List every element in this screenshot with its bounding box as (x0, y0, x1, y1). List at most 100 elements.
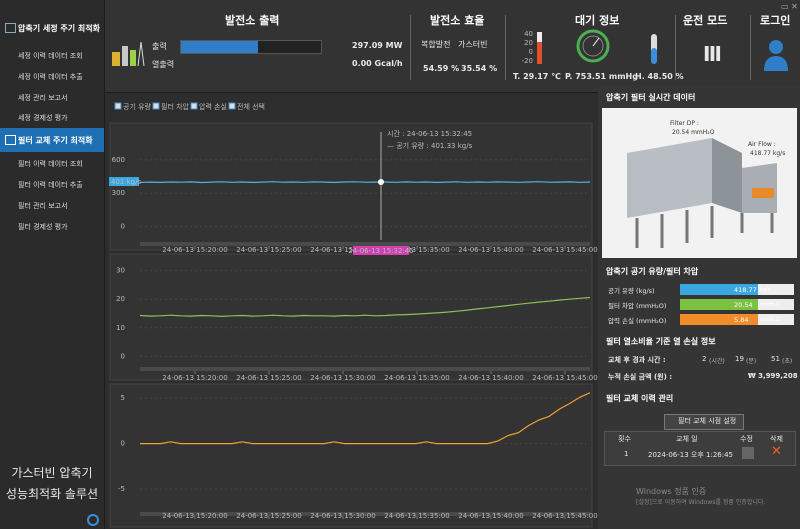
tick-label: 0 (529, 48, 533, 56)
button-label[interactable]: 필터 교체 시점 설정 (678, 417, 737, 425)
table-header: 삭제 (770, 435, 783, 443)
data-line (140, 392, 591, 445)
section-title[interactable]: 압축기 세정 주기 최적화 (18, 24, 100, 33)
x-tick-label: 24-06-13 15:20:00 (162, 374, 227, 382)
menu-item[interactable]: 세정 관리 보고서 (18, 94, 68, 102)
filter-house-image (602, 108, 797, 258)
menu-item[interactable]: 필터 경제성 평가 (18, 223, 68, 231)
panel-title: 발전소 효율 (430, 14, 485, 27)
value: 418.77 (734, 286, 757, 294)
section-title: 압축기 필터 실시간 데이터 (606, 93, 696, 102)
y-tick-label: 0 (121, 223, 125, 231)
value: 5.84 (734, 316, 749, 324)
watermark: Windows 정품 인증 (636, 487, 707, 496)
menu-item[interactable]: 세정 이력 데이터 추출 (18, 73, 83, 81)
value: 297.09 MW (352, 41, 403, 50)
sidebar: 압축기 세정 주기 최적화 세정 이력 데이터 조회 세정 이력 데이터 추출 … (0, 0, 105, 529)
y-tick-label: 0 (121, 440, 125, 448)
menu-item[interactable]: 세정 경제성 평가 (18, 114, 68, 122)
edit-icon[interactable] (742, 447, 754, 459)
checkbox[interactable] (152, 102, 160, 110)
thermometer: 40 20 0 -20 (522, 30, 542, 65)
section-title: 필터 교체 이력 관리 (606, 394, 674, 403)
data-line (139, 181, 591, 184)
section-title: 필터 열소비율 기준 열 손실 정보 (606, 337, 716, 346)
right-panel: 압축기 필터 실시간 데이터 Filter DP : 20.54 mmH₂O A… (598, 86, 800, 529)
value: 54.59 % (423, 64, 460, 73)
panel-title: 발전소 출력 (225, 14, 280, 27)
label: 공기 유량 (kg/s) (608, 287, 655, 295)
value: 35.54 % (461, 64, 498, 73)
menu-item[interactable]: 세정 이력 데이터 조회 (18, 52, 83, 60)
checkbox[interactable] (190, 102, 198, 110)
y-tick-label: 5 (121, 394, 125, 402)
checkbox-label[interactable]: 전체 선택 (237, 102, 265, 111)
y-tick-label: 10 (116, 324, 125, 332)
panel-title[interactable]: 로그인 (760, 14, 791, 27)
value-bar (680, 299, 794, 310)
label: 압력 손실 (mmH₂O) (608, 317, 667, 325)
value: T. 29.17 ℃ (513, 72, 561, 81)
delete-icon[interactable]: ✕ (771, 444, 782, 459)
x-tick-label: 24-06-13 15:20:00 (162, 512, 227, 520)
value-bar (680, 284, 794, 295)
checkbox-label[interactable]: 공기 유량 (123, 102, 152, 111)
unit: mmH₂O (760, 302, 780, 308)
x-tick-label: 24-06-13 15:30:00 (310, 246, 375, 254)
set-time-button[interactable] (664, 414, 744, 430)
x-tick-label: 24-06-13 15:30:00 (310, 374, 375, 382)
plant-icon (112, 41, 145, 67)
menu-item[interactable]: 필터 이력 데이터 추출 (18, 181, 83, 189)
menu-item[interactable]: 필터 관리 보고서 (18, 202, 68, 210)
label: 교체 후 경과 시간 : (608, 356, 666, 364)
table-header: 수정 (740, 435, 753, 443)
value: 20.54 (734, 301, 753, 309)
settings-icon[interactable] (87, 514, 99, 526)
footer-text: 가스터빈 압축기 (11, 466, 93, 480)
value: 418.77 kg/s (750, 150, 786, 157)
x-tick-label: 24-06-13 15:40:00 (458, 246, 523, 254)
panel-title: 대기 정보 (575, 14, 620, 27)
value: 20.54 mmH₂O (672, 129, 715, 136)
badge: 401 kg/s (111, 178, 141, 186)
unit: kg/s (760, 287, 771, 293)
monitor-icon (5, 23, 16, 33)
tick-label: 40 (524, 30, 533, 38)
top-bar: 발전소 출력 출력 297.09 MW 열출력 0.00 Gcal/h 발전소 … (105, 0, 800, 93)
scrollbar (140, 512, 590, 516)
user-icon[interactable] (762, 38, 790, 72)
tooltip: — 공기 유량 : 401.33 kg/s (387, 141, 473, 150)
label: 출력 (152, 42, 167, 51)
label: 열출력 (152, 60, 175, 69)
footer-text: 성능최적화 솔루션 (5, 487, 99, 501)
scrollbar (140, 367, 590, 371)
monitor-icon (5, 135, 16, 145)
menu-item[interactable]: 필터 이력 데이터 조회 (18, 160, 83, 168)
tooltip: 시간 : 24-06-13 15:32:45 (387, 129, 472, 138)
table-header: 횟수 (618, 435, 631, 443)
output-track (180, 40, 322, 54)
mode-value: Ⅲ (703, 42, 722, 66)
checkbox[interactable] (228, 102, 236, 110)
value: 0.00 Gcal/h (352, 59, 403, 68)
value: ₩ 3,999,208 (748, 372, 798, 380)
active-section (0, 128, 104, 152)
section-title[interactable]: 필터 교체 주기 최적화 (18, 136, 93, 145)
checkbox[interactable] (114, 102, 122, 110)
value: 51 (771, 355, 780, 363)
unit: (분) (746, 358, 757, 365)
badge-box (109, 177, 139, 186)
x-tick-label: 24-06-13 15:35:00 (384, 246, 449, 254)
value: 2 (702, 355, 707, 363)
cursor-point (378, 179, 384, 185)
label: 누적 손실 금액 (원) : (608, 373, 673, 381)
value: P. 753.51 mmHg (565, 72, 638, 81)
data-line (139, 296, 591, 318)
x-tick-label: 24-06-13 15:20:00 (162, 246, 227, 254)
tick-label: 20 (524, 39, 533, 47)
checkbox-label[interactable]: 필터 차압 (161, 102, 190, 111)
y-tick-label: -5 (118, 485, 125, 493)
checkbox-label[interactable]: 압력 손실 (199, 102, 227, 111)
unit: (초) (782, 358, 793, 365)
